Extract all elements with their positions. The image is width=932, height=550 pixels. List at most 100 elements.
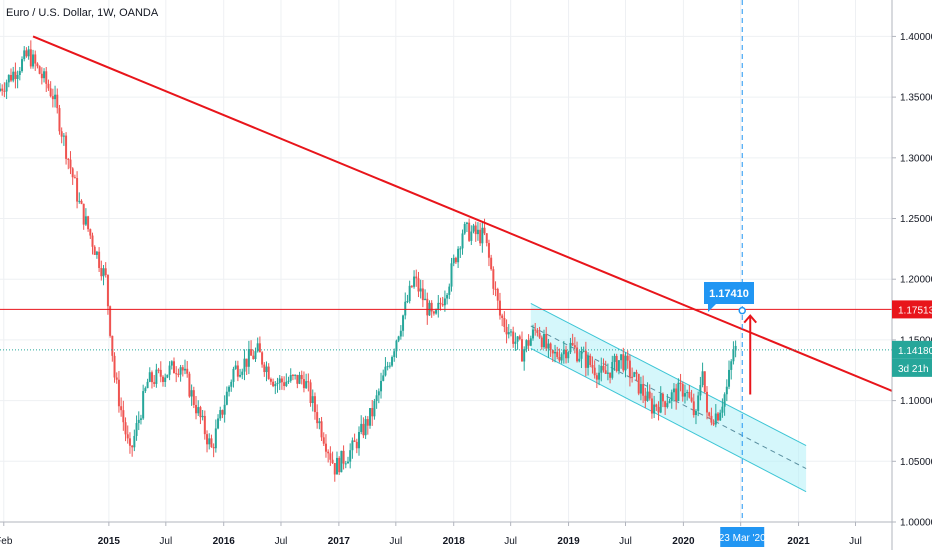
candle-body [87, 216, 90, 230]
candle-body [344, 463, 347, 465]
candle-body [554, 351, 557, 354]
candle-body [161, 376, 164, 382]
x-tick-label: Jul [849, 536, 862, 547]
candle-body [470, 231, 473, 241]
candle-body [694, 410, 697, 416]
candle-body [212, 447, 215, 449]
candle-body [201, 415, 204, 418]
candle-body [584, 350, 587, 368]
price-callout-text: 1.17410 [709, 288, 749, 300]
candle-body [146, 381, 149, 389]
projection-arrow-head [743, 314, 757, 324]
channel-median-line [530, 325, 807, 470]
candle-body [723, 394, 726, 407]
candle-body [184, 368, 187, 371]
price-callout-bubble[interactable] [704, 282, 754, 312]
candle-body [117, 379, 120, 407]
candle-body [395, 340, 398, 352]
candle-body [443, 298, 446, 306]
candle-body [3, 90, 6, 92]
candle-body [250, 349, 253, 356]
candle-body [371, 408, 374, 417]
candle-body [496, 289, 499, 301]
channel-upper-line[interactable] [530, 303, 807, 446]
candle-body [728, 369, 731, 387]
candle-body [236, 365, 239, 377]
candle-body [617, 360, 620, 371]
candle-body [349, 450, 352, 462]
parallel-channel [530, 303, 807, 493]
candle-body [221, 410, 224, 415]
candle-body [556, 351, 559, 357]
candle-body [485, 233, 488, 244]
candle-body [631, 376, 634, 378]
candle-body [582, 350, 585, 352]
candle-body [639, 384, 642, 394]
descending-trendline[interactable] [32, 35, 893, 392]
candle-body [274, 384, 277, 387]
candle-body [437, 302, 440, 310]
candle-body [408, 285, 411, 302]
candle-body [239, 374, 242, 377]
channel-lower-line[interactable] [530, 347, 807, 493]
candle-body [606, 372, 609, 374]
candle-body [80, 200, 83, 204]
candle-body [10, 74, 13, 81]
candle-body [230, 381, 233, 387]
candle-body [648, 391, 651, 399]
candle-body [593, 367, 596, 376]
candle-body [600, 365, 603, 373]
candle-body [545, 333, 548, 349]
candle-body [318, 421, 321, 424]
candle-body [82, 203, 85, 225]
candle-body [214, 428, 217, 449]
candle-body [369, 408, 372, 426]
price-labels-layer: 1.17410 1.17513 1.14180 3d 21h 23 Mar '20 [704, 282, 932, 547]
candle-body [40, 73, 43, 79]
candle-body [131, 445, 134, 448]
candle-body [32, 54, 35, 67]
candle-body [463, 223, 466, 234]
candle-body [307, 381, 310, 383]
candle-body [375, 395, 378, 401]
candle-body [67, 158, 70, 160]
candle-body [355, 441, 358, 449]
candle-body [144, 388, 147, 392]
candle-body [626, 355, 629, 361]
candle-body [668, 400, 671, 404]
y-tick-label: 1.00000 [900, 518, 932, 529]
candle-body [283, 382, 286, 387]
candle-body [565, 349, 568, 359]
x-tick-label: 2016 [213, 536, 236, 547]
y-tick-label: 1.30000 [900, 153, 932, 164]
candle-body [313, 396, 316, 413]
candle-body [287, 380, 290, 382]
candle-body [479, 229, 482, 244]
candle-body [362, 423, 365, 436]
candle-body [76, 178, 79, 202]
candle-body [113, 355, 116, 378]
candle-body [203, 415, 206, 435]
candle-body [186, 368, 189, 374]
candle-body [569, 342, 572, 353]
candle-body [366, 419, 369, 426]
candle-body [84, 216, 87, 225]
candle-body [690, 397, 693, 402]
candle-body [664, 401, 667, 408]
candle-body [109, 306, 112, 336]
candle-body [29, 49, 32, 67]
candle-body [637, 373, 640, 394]
y-tick-label: 1.40000 [900, 32, 932, 43]
candle-body [567, 352, 570, 359]
candle-body [419, 288, 422, 292]
candle-body [261, 352, 264, 365]
candle-body [342, 450, 345, 464]
candle-body [628, 360, 631, 377]
candle-body [373, 400, 376, 417]
candle-body [536, 330, 539, 333]
candle-body [142, 391, 145, 419]
candle-body [622, 354, 625, 371]
candle-body [254, 351, 257, 360]
candle-body [219, 410, 222, 419]
